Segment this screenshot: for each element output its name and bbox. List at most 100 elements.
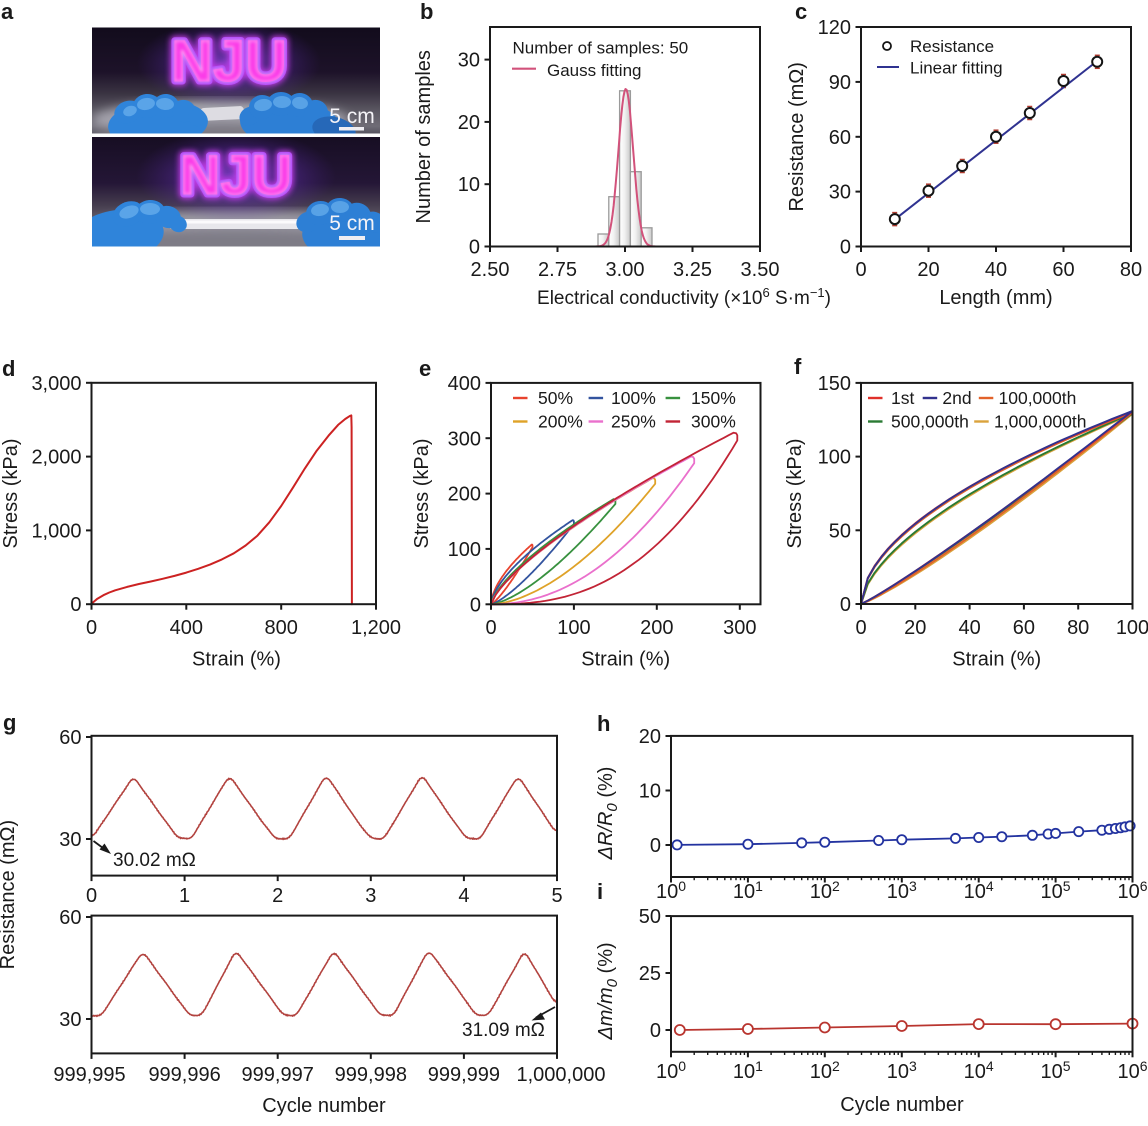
svg-text:101: 101 <box>733 1058 763 1083</box>
svg-text:30: 30 <box>829 182 851 204</box>
svg-text:800: 800 <box>264 617 297 639</box>
svg-text:2nd: 2nd <box>942 388 971 408</box>
svg-text:50: 50 <box>639 906 661 928</box>
svg-text:100,000th: 100,000th <box>999 388 1077 408</box>
svg-text:200%: 200% <box>538 412 583 432</box>
svg-text:10: 10 <box>458 174 480 196</box>
svg-text:Cycle number: Cycle number <box>262 1095 386 1117</box>
svg-text:c: c <box>795 0 807 24</box>
svg-text:Strain (%): Strain (%) <box>192 649 281 671</box>
svg-text:300: 300 <box>723 617 756 639</box>
svg-text:i: i <box>597 879 603 904</box>
svg-text:999,998: 999,998 <box>335 1064 407 1086</box>
svg-text:100: 100 <box>818 447 851 469</box>
svg-text:0: 0 <box>650 835 661 857</box>
svg-text:100: 100 <box>557 617 590 639</box>
svg-text:20: 20 <box>904 617 926 639</box>
svg-text:999,996: 999,996 <box>148 1064 220 1086</box>
svg-text:30.02 mΩ: 30.02 mΩ <box>113 850 196 871</box>
svg-text:150%: 150% <box>691 388 736 408</box>
svg-text:3.50: 3.50 <box>741 259 780 281</box>
svg-text:NJU: NJU <box>171 29 287 94</box>
svg-text:90: 90 <box>829 72 851 94</box>
svg-text:Stress (kPa): Stress (kPa) <box>784 438 806 548</box>
svg-text:1,200: 1,200 <box>351 617 401 639</box>
svg-text:120: 120 <box>818 17 851 39</box>
svg-text:NJU: NJU <box>171 29 287 94</box>
svg-text:Δm/m0 (%): Δm/m0 (%) <box>595 942 621 1040</box>
svg-text:Number of samples: 50: Number of samples: 50 <box>513 39 689 58</box>
svg-text:30: 30 <box>458 50 480 72</box>
svg-text:Cycle number: Cycle number <box>840 1094 964 1116</box>
svg-text:h: h <box>597 711 610 736</box>
svg-text:NJU: NJU <box>180 143 292 206</box>
svg-text:50: 50 <box>829 520 851 542</box>
svg-text:31.09 mΩ: 31.09 mΩ <box>462 1020 545 1041</box>
svg-text:100: 100 <box>448 539 481 561</box>
svg-text:0: 0 <box>86 617 97 639</box>
svg-text:30: 30 <box>59 1009 81 1031</box>
svg-text:2.50: 2.50 <box>471 259 510 281</box>
svg-text:0: 0 <box>470 594 481 616</box>
svg-text:d: d <box>2 356 15 381</box>
svg-text:3.00: 3.00 <box>606 259 645 281</box>
svg-text:0: 0 <box>86 885 97 907</box>
svg-text:0: 0 <box>70 594 81 616</box>
svg-text:60: 60 <box>59 907 81 929</box>
svg-text:3: 3 <box>365 885 376 907</box>
svg-text:Gauss fitting: Gauss fitting <box>547 61 642 80</box>
svg-text:Strain (%): Strain (%) <box>581 649 670 671</box>
svg-text:25: 25 <box>639 963 661 985</box>
svg-text:Number of samples: Number of samples <box>413 50 435 223</box>
svg-text:50%: 50% <box>538 388 573 408</box>
svg-text:f: f <box>794 354 802 379</box>
svg-text:60: 60 <box>59 727 81 749</box>
svg-text:0: 0 <box>840 237 851 259</box>
svg-text:400: 400 <box>170 617 203 639</box>
svg-text:Resistance (mΩ): Resistance (mΩ) <box>0 820 19 969</box>
svg-text:0: 0 <box>469 237 480 259</box>
svg-text:20: 20 <box>458 112 480 134</box>
svg-text:a: a <box>1 0 14 24</box>
svg-text:80: 80 <box>1120 259 1142 281</box>
svg-text:ΔR/R0 (%): ΔR/R0 (%) <box>595 767 621 861</box>
svg-text:250%: 250% <box>611 412 656 432</box>
svg-text:Resistance: Resistance <box>910 37 994 56</box>
svg-text:20: 20 <box>639 726 661 748</box>
svg-text:Resistance (mΩ): Resistance (mΩ) <box>786 62 808 211</box>
svg-text:1,000,000th: 1,000,000th <box>994 412 1086 432</box>
svg-text:NJU: NJU <box>171 29 287 94</box>
svg-text:0: 0 <box>485 617 496 639</box>
svg-text:100: 100 <box>1116 617 1148 639</box>
svg-text:Stress (kPa): Stress (kPa) <box>0 438 22 548</box>
svg-text:1st: 1st <box>891 388 914 408</box>
svg-text:40: 40 <box>958 617 980 639</box>
svg-text:0: 0 <box>855 259 866 281</box>
svg-text:300: 300 <box>448 428 481 450</box>
svg-text:999,995: 999,995 <box>53 1064 125 1086</box>
svg-text:30: 30 <box>59 829 81 851</box>
svg-text:4: 4 <box>458 885 469 907</box>
svg-text:2,000: 2,000 <box>31 447 81 469</box>
svg-text:NJU: NJU <box>180 143 292 206</box>
svg-text:40: 40 <box>985 259 1007 281</box>
svg-text:5: 5 <box>551 885 562 907</box>
svg-text:101: 101 <box>733 878 763 903</box>
svg-text:3,000: 3,000 <box>31 373 81 395</box>
svg-text:999,999: 999,999 <box>428 1064 500 1086</box>
svg-text:Strain (%): Strain (%) <box>952 649 1041 671</box>
svg-text:Length (mm): Length (mm) <box>939 287 1052 309</box>
svg-text:1,000,000: 1,000,000 <box>517 1064 606 1086</box>
svg-text:500,000th: 500,000th <box>891 412 969 432</box>
svg-text:Stress (kPa): Stress (kPa) <box>411 438 433 548</box>
svg-text:0: 0 <box>855 617 866 639</box>
svg-text:106: 106 <box>1117 1058 1147 1083</box>
svg-text:100%: 100% <box>611 388 656 408</box>
svg-text:5 cm: 5 cm <box>329 105 375 128</box>
svg-text:1,000: 1,000 <box>31 520 81 542</box>
svg-text:1: 1 <box>179 885 190 907</box>
svg-text:NJU: NJU <box>180 143 292 206</box>
svg-text:200: 200 <box>448 484 481 506</box>
svg-text:3.25: 3.25 <box>673 259 712 281</box>
svg-text:150: 150 <box>818 373 851 395</box>
